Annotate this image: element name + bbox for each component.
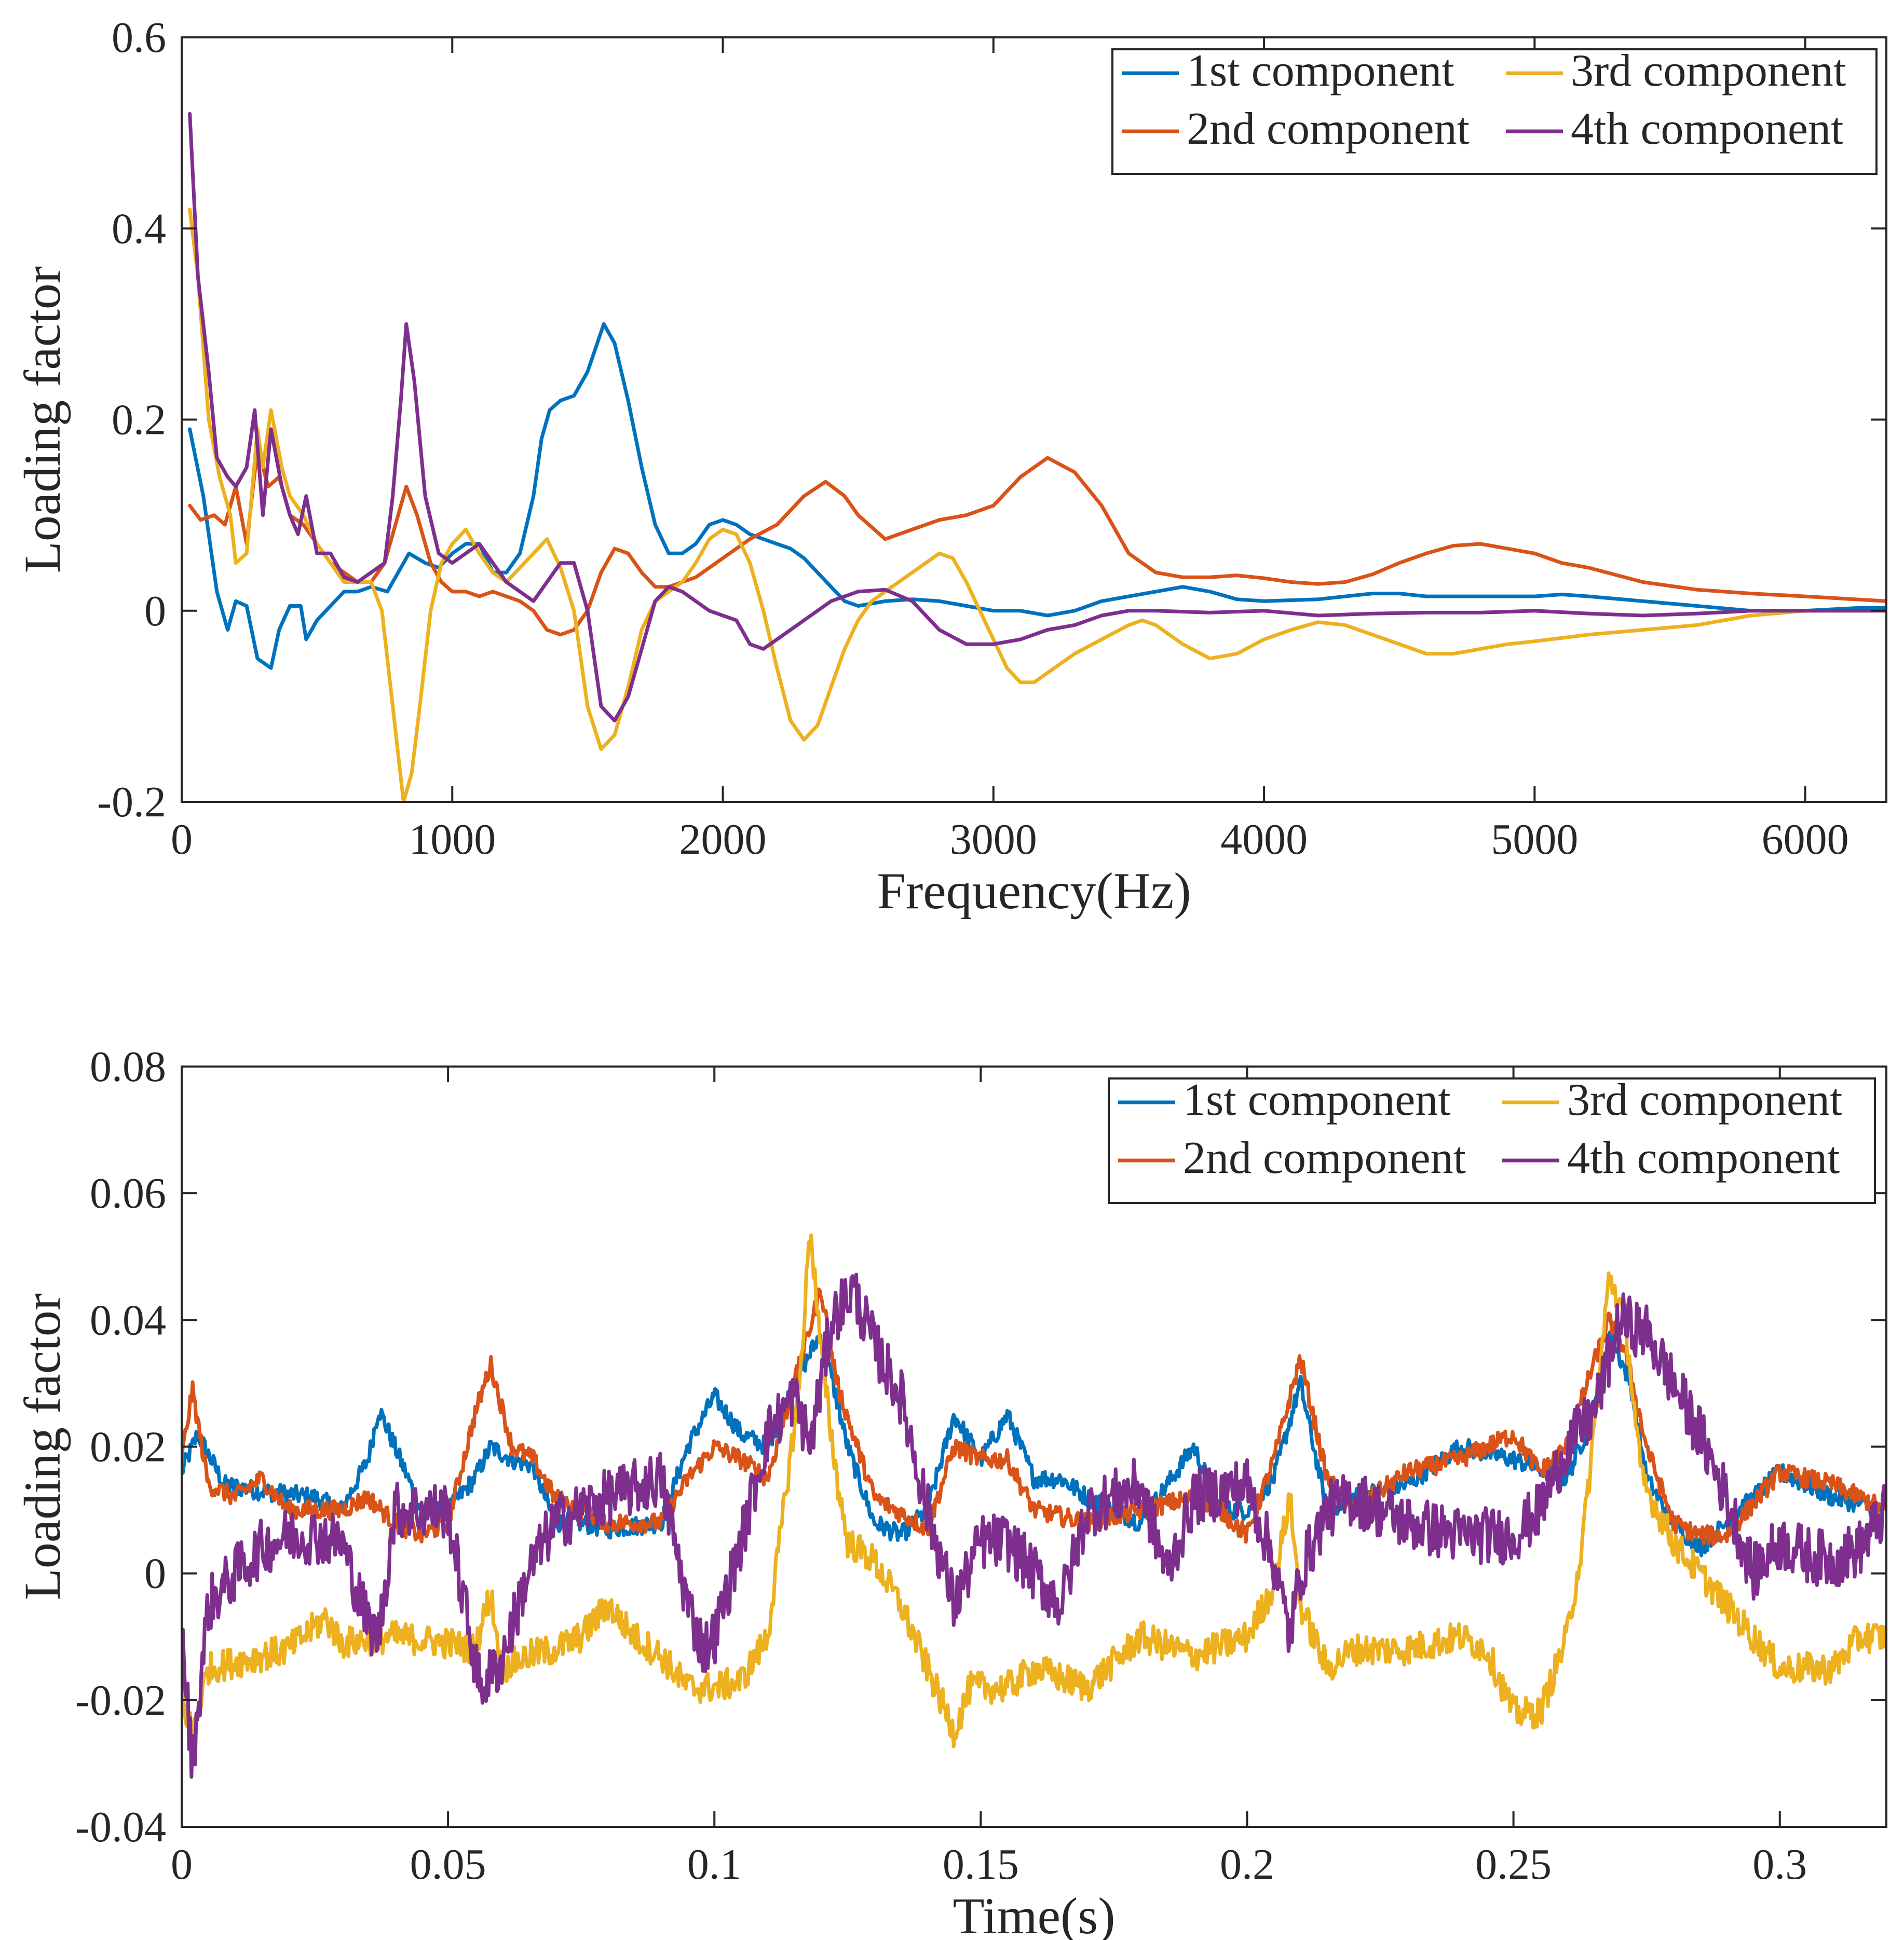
x-tick-label: 0 xyxy=(171,815,193,864)
x-axis-label: Frequency(Hz) xyxy=(877,862,1191,920)
legend-item-4: 4th component xyxy=(1502,1133,1840,1183)
y-axis-label: Loading factor xyxy=(13,1293,71,1600)
series-line-1 xyxy=(188,322,1886,670)
legend-label: 3rd component xyxy=(1567,1075,1842,1125)
series-line-4 xyxy=(188,112,1886,722)
legend-box xyxy=(1108,1077,1876,1204)
y-tick-label: -0.02 xyxy=(75,1676,166,1725)
y-tick-label: 0.06 xyxy=(90,1169,166,1218)
x-tick-label: 0.3 xyxy=(1752,1840,1807,1889)
x-tick-label: 1000 xyxy=(409,815,496,864)
x-tick-label: 3000 xyxy=(950,815,1037,864)
y-axis-label: Loading factor xyxy=(13,266,71,573)
time-chart: 0 0.05 0.1 0.15 0.2 0.25 0.3 -0.04 -0.02 0 0.02 0.0… xyxy=(13,1043,1887,1940)
legend-label: 3rd component xyxy=(1571,46,1846,96)
x-tick-label: 0.15 xyxy=(943,1840,1019,1889)
x-tick-label: 0.1 xyxy=(687,1840,742,1889)
legend-label: 2nd component xyxy=(1187,104,1470,154)
series-line-2 xyxy=(188,446,1886,637)
legend-item-1: 1st component xyxy=(1122,46,1454,96)
legend: 1st component 2nd component 3rd component 4… xyxy=(1111,46,1878,175)
y-tick-label: 0.08 xyxy=(90,1043,166,1091)
legend-item-4: 4th component xyxy=(1506,104,1843,154)
legend-box xyxy=(1111,48,1878,175)
legend-label: 2nd component xyxy=(1183,1133,1466,1183)
legend-label: 4th component xyxy=(1571,104,1843,154)
x-tick-label: 0.25 xyxy=(1475,1840,1552,1889)
legend-label: 1st component xyxy=(1187,46,1454,96)
series-line-3 xyxy=(188,207,1886,802)
legend-label: 1st component xyxy=(1183,1075,1451,1125)
legend: 1st component 2nd component 3rd component 4… xyxy=(1108,1075,1876,1204)
legend-item-1: 1st component xyxy=(1118,1075,1451,1125)
y-tick-label: -0.2 xyxy=(97,778,166,826)
x-tick-label: 0.2 xyxy=(1220,1840,1274,1889)
x-axis-label: Time(s) xyxy=(953,1887,1115,1940)
x-tick-label: 5000 xyxy=(1491,815,1578,864)
y-tick-label: 0.2 xyxy=(112,396,166,444)
y-tick-label: 0 xyxy=(144,587,166,635)
x-tick-label: 0 xyxy=(171,1840,193,1889)
frequency-chart: 0 1000 2000 3000 4000 5000 6000-0.200.20.40.6F… xyxy=(13,13,1887,920)
series-group xyxy=(188,112,1886,802)
y-tick-label: -0.04 xyxy=(75,1803,166,1851)
legend-item-3: 3rd component xyxy=(1506,46,1846,96)
legend-item-2: 2nd component xyxy=(1118,1133,1466,1183)
y-tick-label: 0.6 xyxy=(112,13,166,62)
legend-item-3: 3rd component xyxy=(1502,1075,1842,1125)
legend-label: 4th component xyxy=(1567,1133,1840,1183)
series-group xyxy=(182,1233,1886,1779)
y-tick-label: 0.4 xyxy=(112,204,166,253)
y-tick-label: 0.04 xyxy=(90,1296,166,1344)
series-line-3 xyxy=(182,1233,1886,1748)
x-tick-label: 2000 xyxy=(679,815,767,864)
legend-item-2: 2nd component xyxy=(1122,104,1470,154)
y-tick-label: 0.02 xyxy=(90,1423,166,1471)
series-line-4 xyxy=(182,1273,1886,1779)
x-tick-label: 0.05 xyxy=(410,1840,486,1889)
x-tick-label: 4000 xyxy=(1220,815,1308,864)
x-tick-label: 6000 xyxy=(1762,815,1849,864)
y-tick-label: 0 xyxy=(144,1550,166,1598)
